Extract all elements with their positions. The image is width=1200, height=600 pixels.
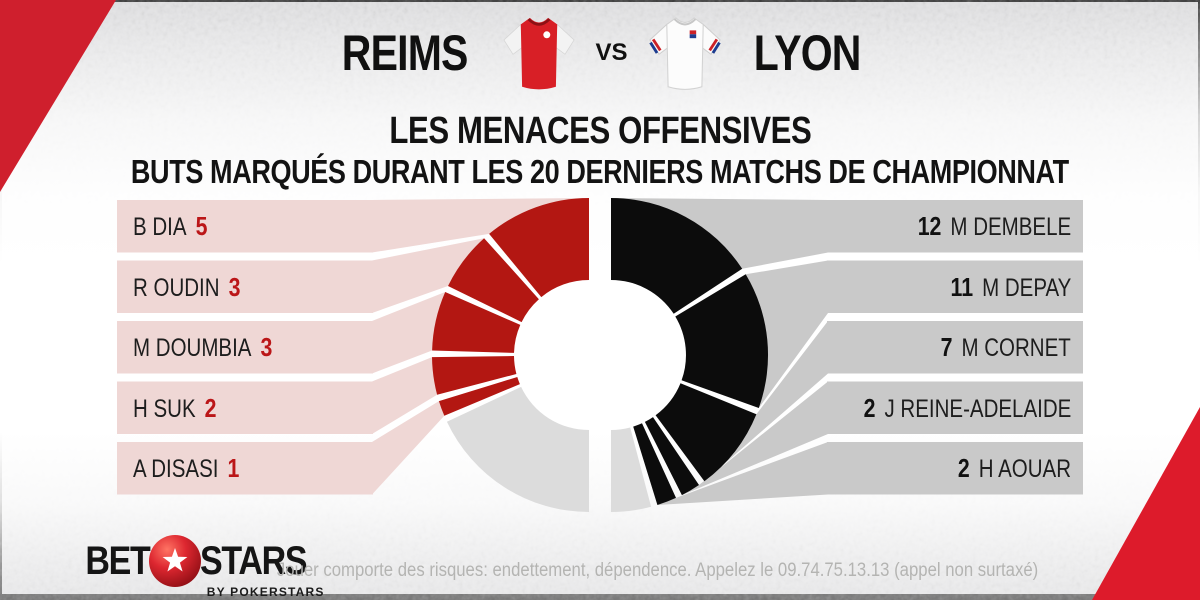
player-row-REIMS-1: R OUDIN 3 — [117, 261, 373, 314]
player-row-LYON-1: 11 M DEPAY — [827, 261, 1083, 314]
matchup-header: REIMS VS LYON — [0, 14, 1200, 92]
player-name: J REINE-ADELAIDE — [884, 394, 1071, 423]
player-row-LYON-3: 2 J REINE-ADELAIDE — [827, 382, 1083, 435]
donut-segment-LYON-1 — [675, 274, 769, 408]
player-row-REIMS-4: A DISASI 1 — [117, 442, 373, 495]
row-band-REIMS-1 — [117, 260, 373, 313]
player-name: M DEMBELE — [950, 213, 1071, 241]
connector-band-LYON-3 — [681, 381, 828, 496]
player-row-REIMS-2: M DOUMBIA 3 — [117, 321, 373, 374]
player-goals: 11 — [950, 271, 973, 302]
player-name: B DIA — [133, 213, 187, 241]
donut-segment-LYON-3 — [644, 417, 699, 496]
row-band-LYON-3 — [827, 381, 1083, 434]
lyon-jersey-icon — [648, 17, 721, 90]
player-row-LYON-0: 12 M DEMBELE — [827, 200, 1083, 253]
player-name: H AOUAR — [978, 455, 1071, 483]
betstars-ball-icon — [148, 535, 201, 587]
connector-band-REIMS-3 — [372, 357, 438, 434]
player-row-REIMS-3: H SUK 2 — [117, 382, 373, 435]
row-band-REIMS-2 — [117, 321, 373, 374]
player-goals: 2 — [957, 453, 970, 483]
donut-segment-REIMS-0 — [489, 198, 589, 298]
player-name: H SUK — [133, 394, 196, 423]
player-goals: 7 — [940, 332, 953, 362]
player-name: M DEPAY — [981, 273, 1071, 302]
donut-segment-LYON-2 — [655, 383, 757, 482]
betstars-logo: BET STARS BY POKERSTARS — [74, 534, 325, 599]
row-band-LYON-0 — [827, 200, 1083, 253]
row-band-LYON-1 — [827, 260, 1083, 313]
row-band-REIMS-3 — [117, 381, 373, 434]
infographic-subtitle: BUTS MARQUÉS DURANT LES 20 DERNIERS MATC… — [131, 153, 1069, 190]
row-band-REIMS-4 — [117, 442, 373, 495]
donut-segment-LYON-4 — [633, 423, 676, 505]
donut-segment-REIMS-4 — [438, 377, 520, 416]
player-name: M DOUMBIA — [133, 334, 252, 362]
logo-byline: BY POKERSTARS — [206, 585, 325, 599]
player-goals: 2 — [863, 392, 876, 423]
player-name: R OUDIN — [133, 273, 220, 302]
row-band-LYON-2 — [827, 321, 1083, 374]
player-goals: 12 — [917, 211, 942, 241]
logo-bet-text: BET — [85, 538, 150, 583]
player-goals: 3 — [260, 332, 273, 362]
connector-band-REIMS-1 — [372, 238, 485, 313]
row-band-LYON-4 — [827, 442, 1083, 495]
connector-band-LYON-4 — [657, 442, 828, 505]
responsible-gambling-disclaimer: Jouer comporte des risques: endettement,… — [277, 560, 1039, 581]
donut-remainder-LYON — [611, 427, 652, 512]
infographic-title: LES MENACES OFFENSIVES — [388, 110, 812, 152]
donut-segment-REIMS-1 — [448, 238, 539, 323]
player-goals: 3 — [228, 271, 241, 302]
vs-label: VS — [595, 39, 628, 66]
connector-band-REIMS-2 — [372, 292, 446, 374]
donut-segment-REIMS-3 — [432, 356, 517, 395]
player-name: M CORNET — [961, 334, 1071, 362]
player-row-REIMS-0: B DIA 5 — [117, 200, 373, 253]
row-band-REIMS-0 — [117, 200, 373, 253]
donut-segment-REIMS-2 — [432, 292, 521, 353]
donut-remainder-REIMS — [446, 386, 589, 512]
player-name: A DISASI — [133, 455, 219, 483]
reims-jersey-icon — [502, 17, 575, 90]
home-team-name: REIMS — [341, 25, 469, 81]
away-team-name: LYON — [753, 25, 861, 81]
player-goals: 1 — [227, 453, 240, 483]
logo-stars-text: STARS — [199, 538, 308, 583]
player-goals: 2 — [204, 392, 217, 423]
player-row-LYON-4: 2 H AOUAR — [827, 442, 1083, 495]
player-goals: 5 — [195, 211, 208, 241]
donut-segment-LYON-0 — [611, 198, 743, 314]
player-row-LYON-2: 7 M CORNET — [827, 321, 1083, 374]
connector-band-REIMS-4 — [372, 401, 445, 495]
